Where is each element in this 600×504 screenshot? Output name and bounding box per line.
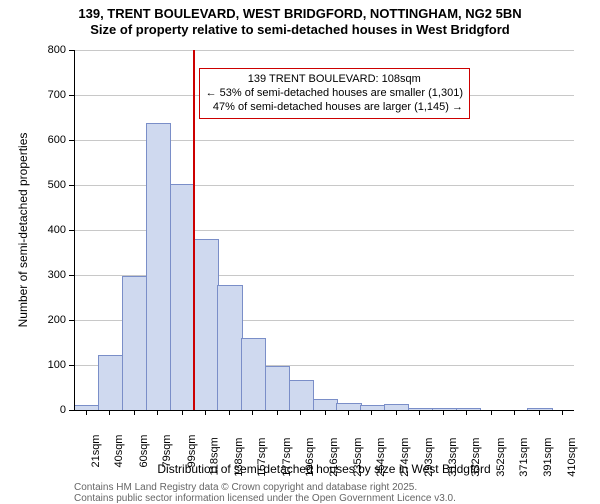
- y-tick-label: 500: [34, 179, 66, 191]
- histogram-bar: [193, 239, 218, 410]
- x-tick-label: 79sqm: [161, 435, 173, 468]
- histogram-bar: [146, 123, 171, 410]
- x-tick-label: 332sqm: [470, 438, 482, 477]
- x-tick: [86, 410, 87, 415]
- x-tick: [300, 410, 301, 415]
- x-tick: [539, 410, 540, 415]
- footer-line-2: Contains public sector information licen…: [74, 493, 600, 504]
- histogram-bar: [336, 403, 361, 410]
- y-tick-label: 100: [34, 359, 66, 371]
- y-tick-label: 0: [34, 404, 66, 416]
- x-tick: [134, 410, 135, 415]
- footer-attribution: Contains HM Land Registry data © Crown c…: [74, 482, 600, 504]
- x-tick-label: 391sqm: [543, 438, 555, 477]
- gridline: [74, 50, 574, 51]
- x-tick-label: 60sqm: [138, 435, 150, 468]
- x-tick: [182, 410, 183, 415]
- x-tick-label: 138sqm: [233, 438, 245, 477]
- x-tick: [229, 410, 230, 415]
- x-tick-label: 21sqm: [90, 435, 102, 468]
- histogram-bar: [98, 355, 123, 410]
- x-tick-label: 313sqm: [447, 438, 459, 477]
- x-tick-label: 99sqm: [186, 435, 198, 468]
- histogram-bar: [170, 184, 195, 410]
- x-tick-label: 235sqm: [352, 438, 364, 477]
- histogram-bar: [265, 366, 290, 410]
- x-tick: [205, 410, 206, 415]
- y-tick-label: 800: [34, 44, 66, 56]
- y-axis: [74, 50, 75, 410]
- x-tick-label: 40sqm: [113, 435, 125, 468]
- x-tick-label: 352sqm: [495, 438, 507, 477]
- x-tick: [109, 410, 110, 415]
- annotation-line: 47% of semi-detached houses are larger (…: [206, 101, 463, 115]
- histogram-bar: [122, 276, 147, 410]
- x-tick-label: 118sqm: [209, 437, 221, 475]
- chart-container: { "title_line1": "139, TRENT BOULEVARD, …: [0, 0, 600, 500]
- x-tick: [157, 410, 158, 415]
- x-tick: [514, 410, 515, 415]
- histogram-bar: [241, 338, 266, 410]
- histogram-bar: [289, 380, 314, 410]
- y-tick-label: 200: [34, 314, 66, 326]
- y-tick-label: 700: [34, 89, 66, 101]
- annotation-box: 139 TRENT BOULEVARD: 108sqm← 53% of semi…: [199, 68, 470, 119]
- histogram-bar: [313, 399, 338, 410]
- title-line-2: Size of property relative to semi-detach…: [0, 22, 600, 38]
- chart-title: 139, TRENT BOULEVARD, WEST BRIDGFORD, NO…: [0, 0, 600, 39]
- x-tick: [371, 410, 372, 415]
- x-tick-label: 254sqm: [375, 438, 387, 477]
- x-tick-label: 371sqm: [518, 438, 530, 477]
- annotation-line: ← 53% of semi-detached houses are smalle…: [206, 87, 463, 101]
- y-tick-label: 600: [34, 134, 66, 146]
- x-tick: [396, 410, 397, 415]
- x-tick: [348, 410, 349, 415]
- y-tick-label: 400: [34, 224, 66, 236]
- reference-line: [193, 50, 195, 410]
- y-axis-label: Number of semi-detached properties: [16, 50, 30, 410]
- x-tick-label: 216sqm: [329, 438, 341, 477]
- x-tick-label: 196sqm: [304, 438, 316, 477]
- footer-line-1: Contains HM Land Registry data © Crown c…: [74, 482, 600, 493]
- x-tick: [419, 410, 420, 415]
- annotation-line: 139 TRENT BOULEVARD: 108sqm: [206, 73, 463, 87]
- x-tick: [325, 410, 326, 415]
- x-tick: [443, 410, 444, 415]
- x-tick-label: 274sqm: [400, 438, 412, 477]
- title-line-1: 139, TRENT BOULEVARD, WEST BRIDGFORD, NO…: [0, 6, 600, 22]
- x-tick: [466, 410, 467, 415]
- x-tick-label: 410sqm: [566, 438, 578, 477]
- y-tick-label: 300: [34, 269, 66, 281]
- x-tick-label: 293sqm: [423, 438, 435, 477]
- x-tick: [562, 410, 563, 415]
- x-tick: [252, 410, 253, 415]
- x-tick-label: 177sqm: [281, 438, 293, 477]
- x-tick: [277, 410, 278, 415]
- histogram-bar: [217, 285, 242, 410]
- x-tick-label: 157sqm: [256, 438, 268, 477]
- x-tick: [491, 410, 492, 415]
